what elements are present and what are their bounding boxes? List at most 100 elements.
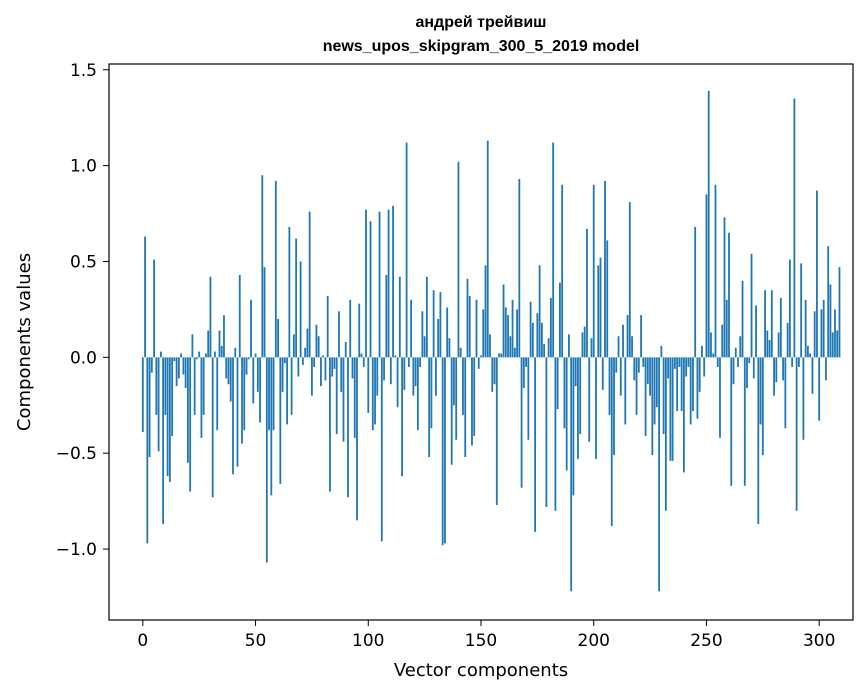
bar-187	[563, 357, 566, 429]
bar-16	[177, 357, 180, 379]
bar-97	[360, 353, 363, 358]
bar-73	[306, 328, 309, 358]
bar-109	[387, 209, 390, 358]
bar-198	[588, 357, 591, 442]
bar-108	[385, 274, 388, 358]
bar-25	[198, 351, 201, 358]
bar-98	[362, 357, 365, 367]
bar-283	[779, 297, 782, 358]
bar-275	[761, 357, 764, 456]
bar-287	[788, 259, 791, 358]
bar-81	[324, 357, 327, 381]
bar-120	[412, 357, 415, 396]
bar-156	[493, 357, 496, 385]
bar-302	[822, 299, 825, 358]
bar-236	[673, 357, 676, 369]
bar-20	[187, 357, 189, 463]
bar-62	[281, 357, 284, 392]
bar-181	[549, 297, 552, 358]
x-tick-label: 0	[137, 631, 148, 651]
bar-127	[428, 357, 431, 458]
bar-35	[220, 345, 223, 358]
bar-19	[184, 357, 187, 389]
bar-103	[374, 357, 376, 425]
bar-83	[329, 357, 331, 492]
bar-71	[301, 357, 304, 366]
x-tick-label: 150	[465, 631, 497, 651]
bar-253	[712, 353, 715, 358]
bar-78	[317, 336, 320, 358]
bar-84	[331, 357, 334, 377]
bar-205	[604, 180, 606, 358]
bar-274	[759, 357, 762, 425]
bar-21	[189, 357, 192, 492]
bar-225	[649, 357, 651, 396]
bar-42	[236, 357, 239, 467]
bar-69	[297, 357, 300, 377]
bar-183	[554, 357, 557, 511]
bar-48	[250, 299, 252, 358]
bar-188	[565, 357, 568, 471]
bar-80	[322, 355, 325, 358]
bar-174	[534, 357, 537, 532]
bar-79	[320, 357, 322, 387]
bar-220	[637, 357, 640, 373]
bar-177	[540, 322, 543, 358]
bar-246	[696, 357, 699, 419]
bar-147	[473, 357, 476, 436]
bar-122	[416, 357, 419, 431]
bar-232	[664, 357, 667, 511]
bar-289	[793, 98, 796, 358]
bar-87	[338, 311, 340, 358]
bar-306	[831, 332, 834, 358]
bar-88	[340, 357, 343, 392]
y-tick-label: −0.5	[56, 444, 97, 464]
x-tick-label: 300	[803, 631, 835, 651]
bar-158	[498, 353, 500, 358]
bar-278	[768, 340, 771, 358]
bar-164	[511, 299, 514, 358]
bar-22	[191, 334, 194, 358]
bar-273	[757, 357, 760, 525]
bars-group	[141, 90, 841, 592]
bar-96	[358, 303, 361, 358]
bar-266	[741, 280, 744, 358]
bar-190	[570, 357, 573, 592]
bar-309	[838, 267, 841, 358]
bar-162	[507, 315, 509, 358]
bar-4	[150, 357, 153, 373]
bar-223	[644, 357, 647, 436]
bar-168	[520, 357, 523, 488]
x-tick-label: 200	[578, 631, 610, 651]
bar-144	[466, 278, 469, 358]
bar-49	[252, 357, 255, 404]
bar-77	[315, 324, 318, 358]
bar-11	[166, 357, 169, 477]
bar-64	[286, 357, 289, 425]
bar-155	[491, 357, 494, 392]
bar-125	[423, 336, 426, 358]
bar-237	[676, 357, 679, 412]
bar-263	[734, 347, 737, 358]
bar-146	[471, 357, 473, 446]
bar-268	[746, 357, 748, 389]
bar-182	[552, 142, 555, 358]
bar-171	[527, 357, 530, 440]
bar-261	[730, 357, 733, 486]
bar-279	[770, 290, 773, 358]
bar-195	[581, 332, 584, 358]
bar-271	[752, 357, 755, 379]
bar-70	[299, 261, 302, 358]
bar-256	[719, 357, 721, 438]
bar-226	[651, 357, 654, 456]
bar-67	[292, 334, 295, 358]
bar-295	[807, 345, 809, 358]
bar-217	[631, 336, 633, 358]
bar-229	[658, 357, 661, 592]
bar-56	[268, 357, 270, 431]
bar-176	[538, 265, 541, 358]
bar-186	[561, 184, 564, 358]
bar-173	[531, 322, 534, 358]
bar-26	[200, 357, 203, 438]
bar-296	[809, 353, 812, 358]
